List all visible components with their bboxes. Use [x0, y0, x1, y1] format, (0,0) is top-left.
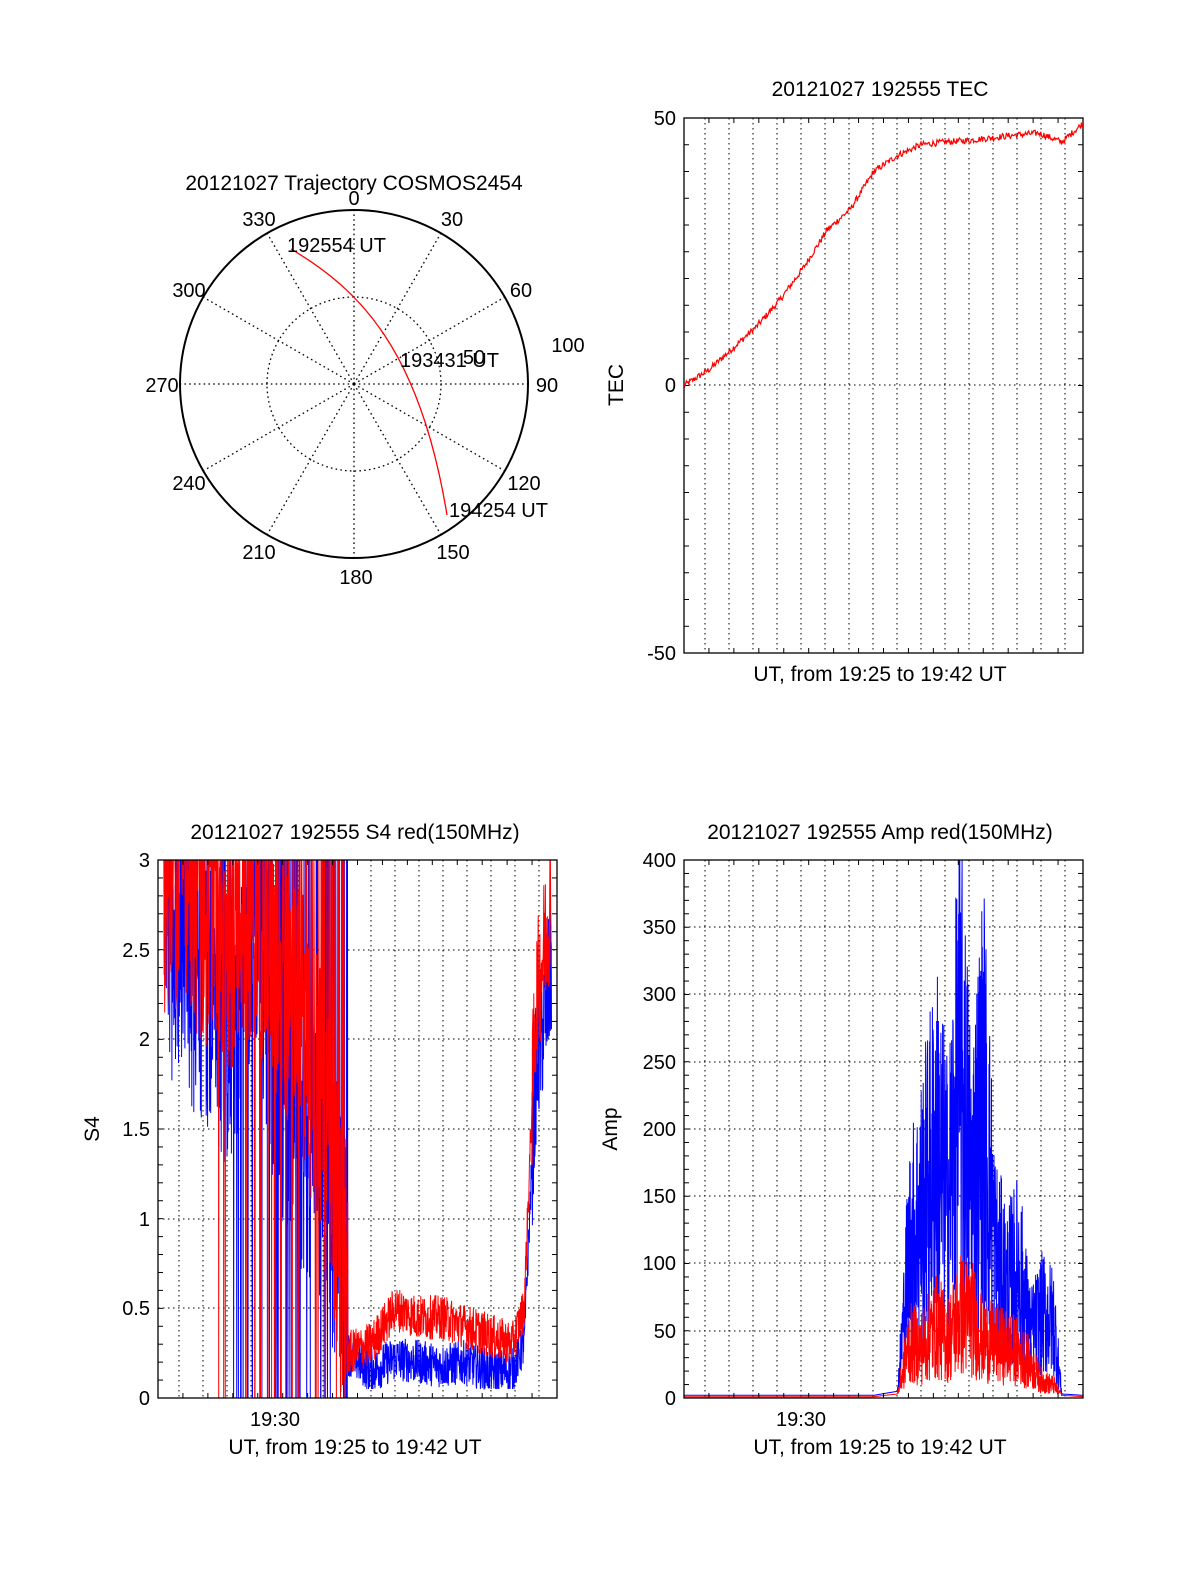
polar-spoke — [353, 296, 506, 385]
polar-spoke — [266, 383, 355, 536]
tec-title: 20121027 192555 TEC — [772, 78, 989, 101]
tec-series-line — [684, 122, 1083, 388]
s4-ytick-label: 1.5 — [122, 1119, 150, 1141]
polar-outer-ring — [179, 209, 529, 559]
polar-spoke — [202, 296, 355, 385]
s4-ytick-label: 2.5 — [122, 940, 150, 962]
radius-label-50: 50 — [463, 347, 485, 369]
azimuth-label: 0 — [348, 188, 359, 210]
azimuth-label: 210 — [242, 542, 275, 564]
amp-ytick-label: 300 — [643, 984, 676, 1006]
tec-ytick-label: 50 — [654, 108, 676, 130]
s4-series-line — [163, 860, 552, 1398]
azimuth-label: 60 — [510, 280, 532, 302]
amp-ytick-label: 100 — [643, 1253, 676, 1275]
tec-series — [684, 122, 1083, 388]
tec-y-ticks: 50 0 -50 — [647, 108, 676, 665]
amp-series-line — [684, 860, 1083, 1396]
polar-title: 20121027 Trajectory COSMOS2454 — [185, 172, 523, 195]
azimuth-label: 240 — [172, 473, 205, 495]
tec-ytick-label: -50 — [647, 643, 676, 665]
s4-series — [163, 860, 552, 1398]
s4-ylabel: S4 — [81, 1116, 104, 1142]
trajectory-mid-label: 193431 UT — [400, 350, 499, 372]
s4-xlabel: UT, from 19:25 to 19:42 UT — [228, 1436, 481, 1459]
amp-ytick-label: 0 — [665, 1388, 676, 1410]
tec-ylabel: TEC — [605, 364, 628, 406]
tec-minor-ticks — [683, 117, 1084, 654]
azimuth-label: 30 — [441, 209, 463, 231]
polar-spoke — [353, 383, 442, 536]
amp-grid — [684, 860, 1083, 1398]
s4-title: 20121027 192555 S4 red(150MHz) — [190, 821, 519, 844]
azimuth-label: 120 — [507, 473, 540, 495]
s4-ytick-label: 1 — [139, 1209, 150, 1231]
trajectory-end-label: 194254 UT — [449, 500, 548, 522]
amp-panel: 20121027 192555 Amp red(150MHz) — [599, 821, 1084, 1459]
tec-ytick-label: 0 — [665, 375, 676, 397]
amp-ytick-label: 250 — [643, 1052, 676, 1074]
azimuth-label: 270 — [145, 375, 178, 397]
polar-azimuth-labels: 0 30 60 90 120 150 180 210 240 270 300 3… — [145, 188, 584, 589]
trajectory-start-label: 192554 UT — [287, 235, 386, 257]
s4-ytick-label: 2 — [139, 1029, 150, 1051]
polar-spoke — [353, 232, 442, 385]
amp-title: 20121027 192555 Amp red(150MHz) — [707, 821, 1053, 844]
s4-xtick-label: 19:30 — [250, 1409, 300, 1431]
amp-ytick-label: 150 — [643, 1186, 676, 1208]
polar-spoke — [353, 383, 506, 472]
polar-panel: 20121027 Trajectory COSMOS2454 0 30 60 9… — [145, 172, 584, 589]
polar-spoke — [266, 232, 355, 385]
s4-panel: 20121027 192555 S4 red(150MHz) — [81, 821, 558, 1459]
s4-ytick-label: 0.5 — [122, 1298, 150, 1320]
amp-xtick-label: 19:30 — [776, 1409, 826, 1431]
tec-xlabel: UT, from 19:25 to 19:42 UT — [753, 663, 1006, 686]
s4-y-ticks: 0 0.5 1 1.5 2 2.5 3 — [122, 850, 150, 1410]
azimuth-label: 150 — [436, 542, 469, 564]
polar-spoke — [202, 383, 355, 472]
amp-y-ticks: 0 50 100 150 200 250 300 350 400 — [643, 850, 676, 1410]
tec-grid — [684, 118, 1083, 653]
s4-plot-frame — [157, 859, 558, 1399]
amp-ytick-label: 50 — [654, 1321, 676, 1343]
s4-ytick-label: 3 — [139, 850, 150, 872]
azimuth-label: 90 — [536, 375, 558, 397]
amp-ylabel: Amp — [599, 1107, 622, 1150]
azimuth-label: 180 — [339, 567, 372, 589]
amp-ytick-label: 400 — [643, 850, 676, 872]
radius-label-100: 100 — [551, 335, 584, 357]
amp-ytick-label: 350 — [643, 917, 676, 939]
s4-ytick-label: 0 — [139, 1388, 150, 1410]
amp-minor-ticks — [683, 859, 1084, 1399]
amp-series — [684, 860, 1083, 1398]
tec-plot-frame — [683, 117, 1084, 654]
azimuth-label: 300 — [172, 280, 205, 302]
tec-panel: 20121027 192555 TEC 50 0 -50 — [605, 78, 1084, 686]
azimuth-label: 330 — [242, 209, 275, 231]
amp-ytick-label: 200 — [643, 1119, 676, 1141]
trajectory-line — [290, 248, 448, 516]
amp-xlabel: UT, from 19:25 to 19:42 UT — [753, 1436, 1006, 1459]
amp-plot-frame — [683, 859, 1084, 1399]
